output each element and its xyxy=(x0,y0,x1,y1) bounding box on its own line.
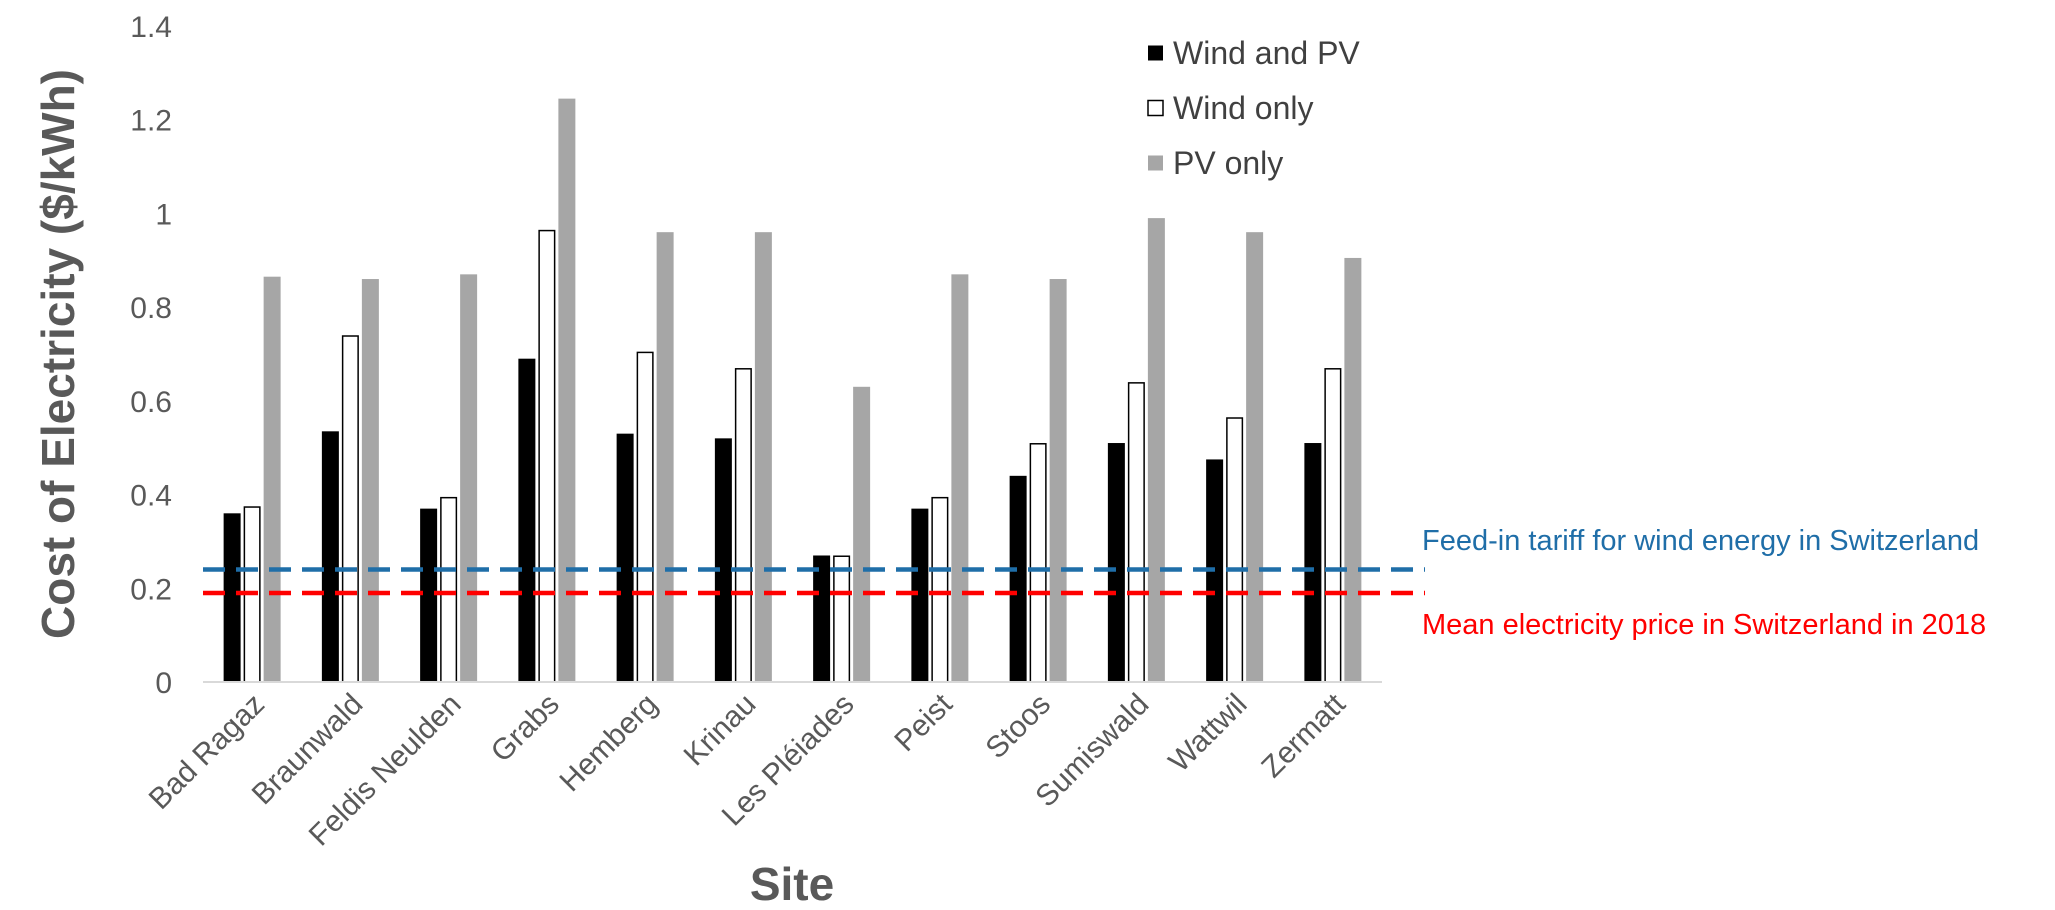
bar-wind-and-pv-braunwald xyxy=(321,431,339,682)
bar-pv-only-stoos xyxy=(1049,279,1067,682)
bar-pv-only-wattwil xyxy=(1246,232,1264,682)
bar-wind-and-pv-hemberg xyxy=(616,433,634,682)
x-tick-label: Stoos xyxy=(979,688,1057,766)
bar-wind-only-krinau xyxy=(734,368,752,683)
bar-wind-and-pv-grabs xyxy=(518,358,536,682)
bar-pv-only-peist xyxy=(951,274,969,682)
y-tick-label: 0 xyxy=(155,667,172,700)
x-tick-label: Hemberg xyxy=(553,688,664,799)
legend-label: Wind only xyxy=(1173,90,1314,126)
x-tick-label: Zermatt xyxy=(1255,687,1352,784)
legend-swatch-wind-only xyxy=(1147,99,1164,117)
legend: Wind and PV Wind only PV only xyxy=(1147,35,1360,181)
legend-label: Wind and PV xyxy=(1173,35,1360,71)
bar-wind-and-pv-bad-ragaz xyxy=(223,513,241,682)
bar-wind-and-pv-les-pléiades xyxy=(813,555,831,682)
y-tick-label: 0.6 xyxy=(130,386,172,419)
y-tick-label: 0.2 xyxy=(130,573,172,606)
x-axis-title: Site xyxy=(750,858,834,905)
bar-wind-and-pv-zermatt xyxy=(1304,443,1322,682)
x-tick-label: Krinau xyxy=(678,688,763,773)
y-tick-label: 1 xyxy=(155,198,172,231)
bar-pv-only-hemberg xyxy=(656,232,674,682)
bar-wind-only-peist xyxy=(931,496,949,683)
bar-wind-and-pv-peist xyxy=(911,508,929,682)
x-tick-label: Wattwil xyxy=(1163,688,1254,779)
bar-wind-only-feldis-neulden xyxy=(440,496,458,683)
x-tick-label: Grabs xyxy=(485,688,566,769)
bar-wind-only-zermatt xyxy=(1324,368,1342,683)
reference-line-label: Mean electricity price in Switzerland in… xyxy=(1422,609,1986,641)
bar-pv-only-zermatt xyxy=(1344,257,1362,682)
bar-pv-only-bad-ragaz xyxy=(263,276,281,682)
bar-wind-only-grabs xyxy=(538,229,556,683)
y-tick-label: 1.2 xyxy=(130,105,172,138)
bar-wind-and-pv-sumiswald xyxy=(1107,443,1125,682)
bar-wind-and-pv-feldis-neulden xyxy=(420,508,438,682)
bar-pv-only-feldis-neulden xyxy=(460,274,478,682)
bar-pv-only-grabs xyxy=(558,98,576,683)
x-tick-label: Peist xyxy=(888,687,959,758)
bar-wind-only-hemberg xyxy=(636,351,654,683)
bar-pv-only-les-pléiades xyxy=(853,386,871,682)
bars-layer xyxy=(223,98,1362,683)
bar-pv-only-sumiswald xyxy=(1147,218,1165,682)
bar-wind-only-braunwald xyxy=(341,335,359,683)
legend-label: PV only xyxy=(1173,145,1283,181)
x-tick-label: Bad Ragaz xyxy=(143,688,271,816)
legend-swatch-wind-and-pv xyxy=(1148,45,1163,61)
bar-pv-only-krinau xyxy=(754,232,772,682)
reference-lines-layer: Feed-in tariff for wind energy in Switze… xyxy=(203,525,1986,641)
legend-swatch-pv-only xyxy=(1148,155,1163,171)
y-tick-label: 0.4 xyxy=(130,480,172,513)
bar-wind-only-stoos xyxy=(1029,443,1047,683)
bar-wind-only-wattwil xyxy=(1226,417,1244,683)
bar-wind-and-pv-krinau xyxy=(714,438,732,682)
y-tick-label: 1.4 xyxy=(130,11,172,44)
bar-wind-only-les-pléiades xyxy=(833,555,851,683)
bar-pv-only-braunwald xyxy=(361,279,379,682)
bar-wind-and-pv-stoos xyxy=(1009,475,1027,682)
reference-line-label: Feed-in tariff for wind energy in Switze… xyxy=(1422,525,1979,557)
y-tick-label: 0.8 xyxy=(130,292,172,325)
bar-wind-only-sumiswald xyxy=(1127,382,1145,683)
y-axis-title: Cost of Electricity ($/kWh) xyxy=(32,69,84,639)
